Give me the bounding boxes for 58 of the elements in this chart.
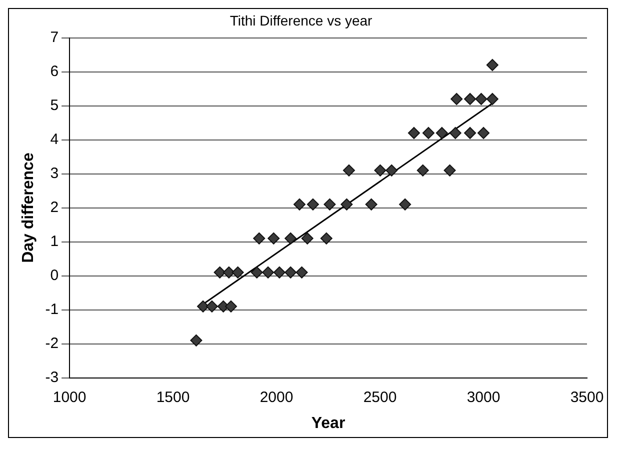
point (449, 127, 462, 139)
point (214, 266, 226, 278)
point (436, 127, 448, 139)
y-tick-label: 7 (50, 28, 59, 46)
point (416, 164, 429, 176)
point (486, 59, 498, 71)
point (374, 164, 386, 176)
x-tick-label: 2500 (363, 388, 397, 406)
point (444, 164, 456, 176)
x-tick-label: 1000 (52, 388, 86, 406)
point (340, 198, 353, 210)
point (399, 198, 412, 210)
x-tick-label: 2000 (260, 388, 294, 406)
y-tick-label: 6 (50, 62, 59, 80)
point (301, 232, 314, 244)
point (386, 164, 398, 176)
x-tick-label: 3000 (466, 388, 500, 406)
y-tick-label: 0 (50, 266, 59, 284)
chart-title: Tithi Difference vs year (230, 12, 373, 28)
point (232, 266, 244, 278)
point (250, 266, 263, 278)
point (450, 93, 463, 105)
point (253, 232, 266, 244)
y-tick-label: 4 (50, 130, 59, 148)
point (296, 266, 308, 278)
point (306, 198, 319, 210)
y-tick-label: 2 (50, 198, 59, 216)
y-axis-title: Day difference (20, 152, 38, 263)
point (422, 127, 434, 139)
y-tick-label: 5 (50, 96, 59, 114)
point (206, 300, 218, 312)
point (294, 198, 306, 210)
point (408, 127, 420, 139)
point (268, 232, 280, 244)
y-tick-label: -1 (45, 300, 59, 318)
point (478, 127, 490, 139)
point (284, 266, 297, 278)
y-tick-label: -3 (45, 368, 59, 386)
point (273, 266, 286, 278)
point (464, 93, 476, 105)
point (365, 198, 378, 210)
point (486, 93, 498, 105)
point (222, 266, 235, 278)
point (262, 266, 274, 278)
x-tick-label: 1500 (156, 388, 190, 406)
y-tick-label: 1 (50, 232, 59, 250)
x-tick-label: 3500 (570, 388, 604, 406)
y-tick-label: -2 (45, 334, 59, 352)
point (475, 93, 488, 105)
point (320, 232, 332, 244)
point (324, 198, 336, 210)
y-tick-label: 3 (50, 164, 59, 182)
point (190, 334, 202, 346)
x-axis-title: Year (311, 414, 346, 432)
point (464, 127, 476, 139)
point (224, 300, 237, 312)
point (284, 232, 297, 244)
point (342, 164, 355, 176)
